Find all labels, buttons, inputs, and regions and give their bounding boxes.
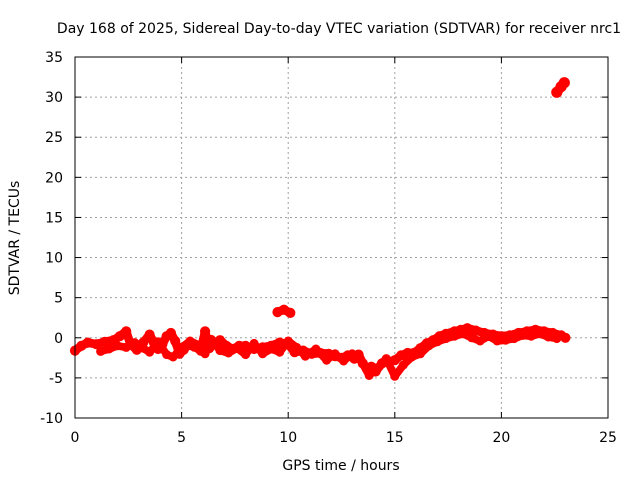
data-point: [258, 349, 268, 359]
chart-title: Day 168 of 2025, Sidereal Day-to-day VTE…: [57, 21, 621, 37]
data-point: [283, 336, 293, 346]
x-tick-label: 10: [279, 430, 297, 446]
data-point: [275, 347, 285, 357]
data-point: [501, 335, 511, 345]
data-point: [82, 337, 93, 348]
data-point: [113, 341, 123, 351]
data-point: [390, 371, 400, 381]
data-point: [266, 344, 276, 354]
data-point: [347, 349, 357, 359]
y-tick-label: 5: [54, 291, 63, 307]
data-point: [185, 336, 195, 346]
data-point: [96, 346, 106, 356]
data-point: [130, 338, 140, 348]
data-point: [300, 351, 310, 361]
data-point: [407, 352, 417, 362]
x-tick-label: 20: [492, 430, 510, 446]
data-point: [145, 347, 155, 357]
data-point: [552, 334, 562, 344]
data-point: [450, 331, 459, 341]
data-point: [424, 341, 434, 351]
data-point: [285, 307, 296, 318]
x-tick-label: 0: [71, 430, 80, 446]
data-point: [373, 363, 383, 372]
data-point: [330, 349, 340, 359]
plot-frame: [74, 56, 609, 419]
data-point: [177, 342, 187, 352]
data-point: [492, 336, 502, 346]
x-axis-label: GPS time / hours: [282, 458, 399, 474]
data-point: [206, 334, 216, 344]
x-tick-label: 25: [599, 430, 617, 446]
y-tick-label: 30: [45, 90, 63, 106]
y-tick-label: 10: [45, 251, 63, 267]
data-point: [91, 339, 102, 350]
y-tick-label: 15: [45, 210, 63, 226]
data-point: [311, 344, 321, 354]
data-point: [381, 354, 391, 364]
y-tick-label: 20: [45, 170, 63, 186]
data-point: [121, 342, 131, 352]
grid-lines: [75, 57, 608, 418]
data-point: [165, 327, 176, 339]
y-tick-label: -10: [40, 411, 63, 427]
data-point: [170, 335, 181, 347]
data-point: [475, 336, 485, 346]
data-point: [441, 334, 451, 344]
data-point: [364, 371, 374, 380]
sdtvar-blip: [272, 304, 296, 318]
data-point: [249, 338, 259, 348]
data-point: [543, 332, 553, 342]
x-tick-label: 15: [386, 430, 404, 446]
y-tick-label: 0: [54, 331, 63, 347]
data-point: [241, 350, 251, 360]
data-point: [432, 337, 442, 347]
data-point: [526, 331, 536, 341]
y-tick-label: 25: [45, 130, 63, 146]
data-point: [458, 329, 468, 339]
data-point: [121, 326, 132, 337]
data-point: [215, 346, 225, 356]
data-series: [69, 77, 571, 381]
data-point: [560, 332, 571, 343]
data-point: [470, 325, 481, 336]
x-tick-label: 5: [177, 430, 186, 446]
data-point: [509, 334, 519, 344]
sdtvar-outlier: [551, 77, 570, 98]
data-point: [99, 336, 110, 347]
data-point: [339, 356, 349, 366]
data-point: [558, 77, 570, 89]
data-point: [232, 343, 242, 353]
data-point: [292, 342, 302, 352]
data-point: [415, 349, 425, 359]
data-point: [467, 333, 477, 343]
data-point: [194, 340, 204, 350]
data-point: [153, 337, 163, 347]
data-point: [168, 352, 178, 362]
data-point: [138, 343, 148, 353]
data-point: [224, 348, 233, 358]
data-point: [322, 355, 332, 365]
data-point: [144, 329, 155, 340]
data-point: [518, 330, 528, 340]
data-point: [484, 331, 494, 341]
y-tick-label: 35: [45, 50, 63, 66]
axis-ticks: 0 5 10 15 20 25 -10 -5 0 5 10 15 20 25 30 35: [40, 50, 617, 446]
data-point: [104, 344, 114, 354]
y-axis-label: SDTVAR / TECUs: [7, 181, 23, 296]
data-point: [398, 360, 408, 370]
sdtvar-secondary: [96, 329, 562, 381]
data-point: [535, 329, 545, 339]
data-point: [200, 349, 210, 359]
y-tick-label: -5: [49, 371, 63, 387]
data-point: [200, 326, 211, 337]
data-point: [356, 355, 366, 365]
